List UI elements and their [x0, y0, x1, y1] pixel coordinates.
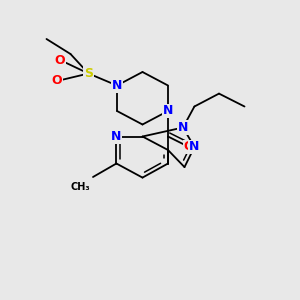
Text: N: N	[189, 140, 200, 154]
Text: N: N	[111, 130, 122, 143]
Text: N: N	[112, 79, 122, 92]
Text: O: O	[55, 53, 65, 67]
Text: N: N	[178, 121, 188, 134]
Text: O: O	[184, 140, 194, 154]
Text: O: O	[52, 74, 62, 88]
Text: CH₃: CH₃	[70, 182, 90, 191]
Text: N: N	[163, 104, 173, 118]
Text: S: S	[84, 67, 93, 80]
